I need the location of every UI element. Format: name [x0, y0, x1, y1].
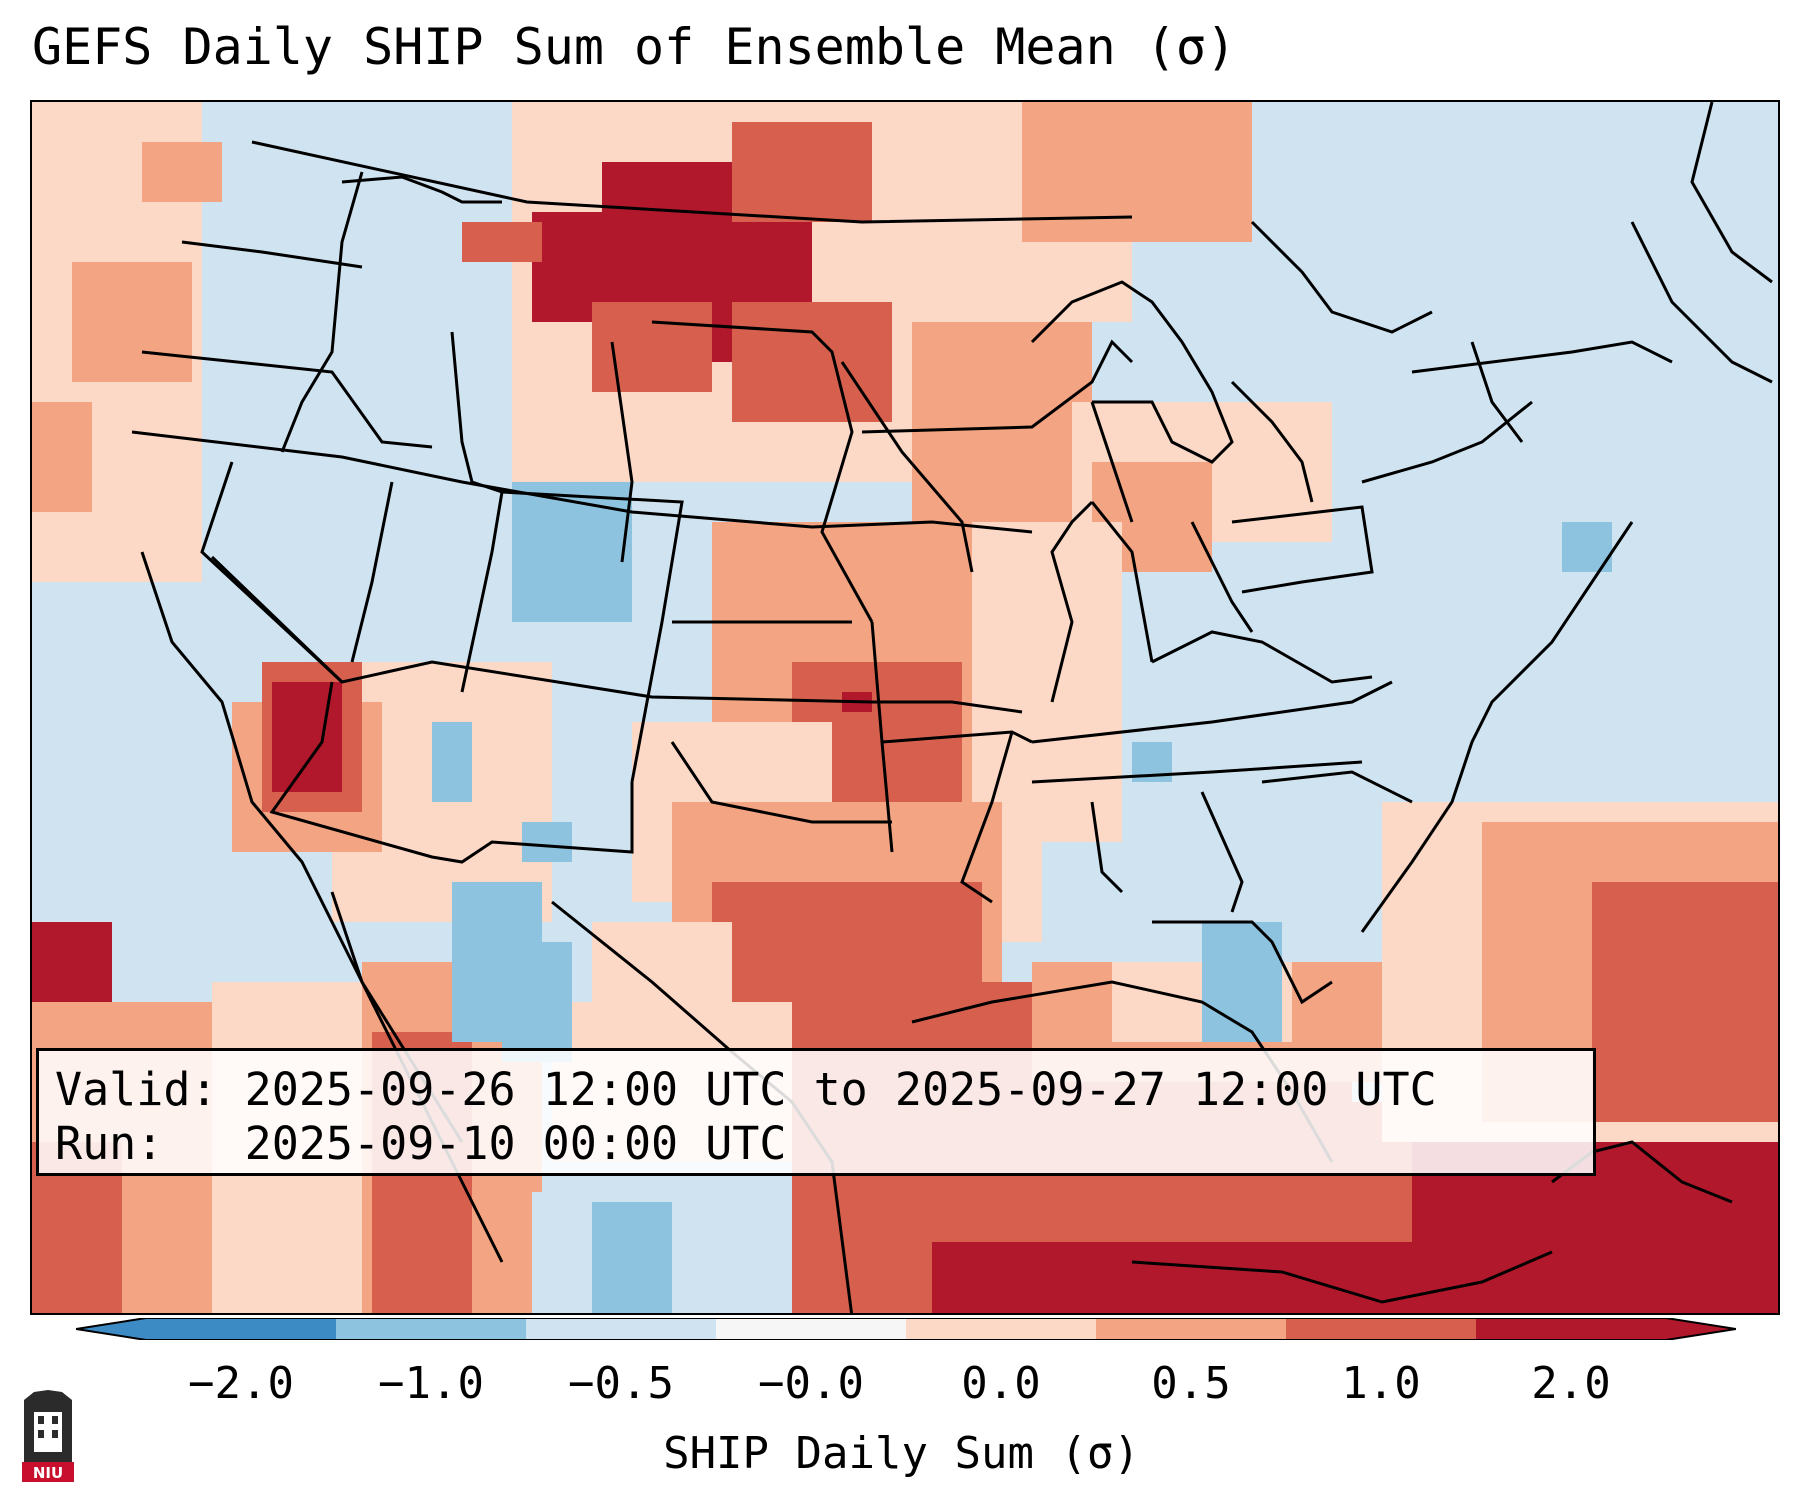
colorbar-tick-label: −2.0: [188, 1358, 294, 1409]
colorbar-tick-label: −0.0: [758, 1358, 864, 1409]
strong-positive-anomaly: [462, 122, 892, 422]
colorbar-segment: [336, 1318, 527, 1340]
niu-logo-text: NIU: [33, 1464, 63, 1482]
colorbar-tick-label: 0.5: [1151, 1358, 1231, 1409]
colorbar-label: SHIP Daily Sum (σ): [663, 1428, 1140, 1479]
colorbar-tick-label: 1.0: [1341, 1358, 1421, 1409]
colorbar: [76, 1318, 1736, 1340]
colorbar-extend-low: [76, 1318, 146, 1340]
colorbar-tick-label: −0.5: [568, 1358, 674, 1409]
valid-time-label: Valid: 2025-09-26 12:00 UTC to 2025-09-2…: [55, 1063, 1437, 1116]
colorbar-ticks: −2.0 −1.0 −0.5 −0.0 0.0 0.5 1.0 2.0: [0, 1362, 1803, 1412]
colorbar-segment: [526, 1318, 717, 1340]
colorbar-segment: [1476, 1318, 1667, 1340]
valid-run-info-box: Valid: 2025-09-26 12:00 UTC to 2025-09-2…: [36, 1048, 1596, 1176]
colorbar-segment: [906, 1318, 1097, 1340]
colorbar-segment: [1286, 1318, 1477, 1340]
colorbar-segments: [76, 1318, 1736, 1340]
page-title: GEFS Daily SHIP Sum of Ensemble Mean (σ): [32, 18, 1237, 76]
colorbar-segment: [716, 1318, 907, 1340]
negative-anomaly: [432, 482, 1612, 1062]
colorbar-tick-label: 2.0: [1531, 1358, 1611, 1409]
colorbar-segment: [146, 1318, 337, 1340]
political-boundaries: [131, 102, 1773, 1313]
colorbar-tick-label: −1.0: [378, 1358, 484, 1409]
colorbar-tick-label: 0.0: [961, 1358, 1041, 1409]
colorbar-extend-high: [1666, 1318, 1736, 1340]
colorbar-segment: [1096, 1318, 1287, 1340]
run-time-label: Run: 2025-09-10 00:00 UTC: [55, 1117, 787, 1170]
niu-logo: NIU: [22, 1390, 74, 1482]
